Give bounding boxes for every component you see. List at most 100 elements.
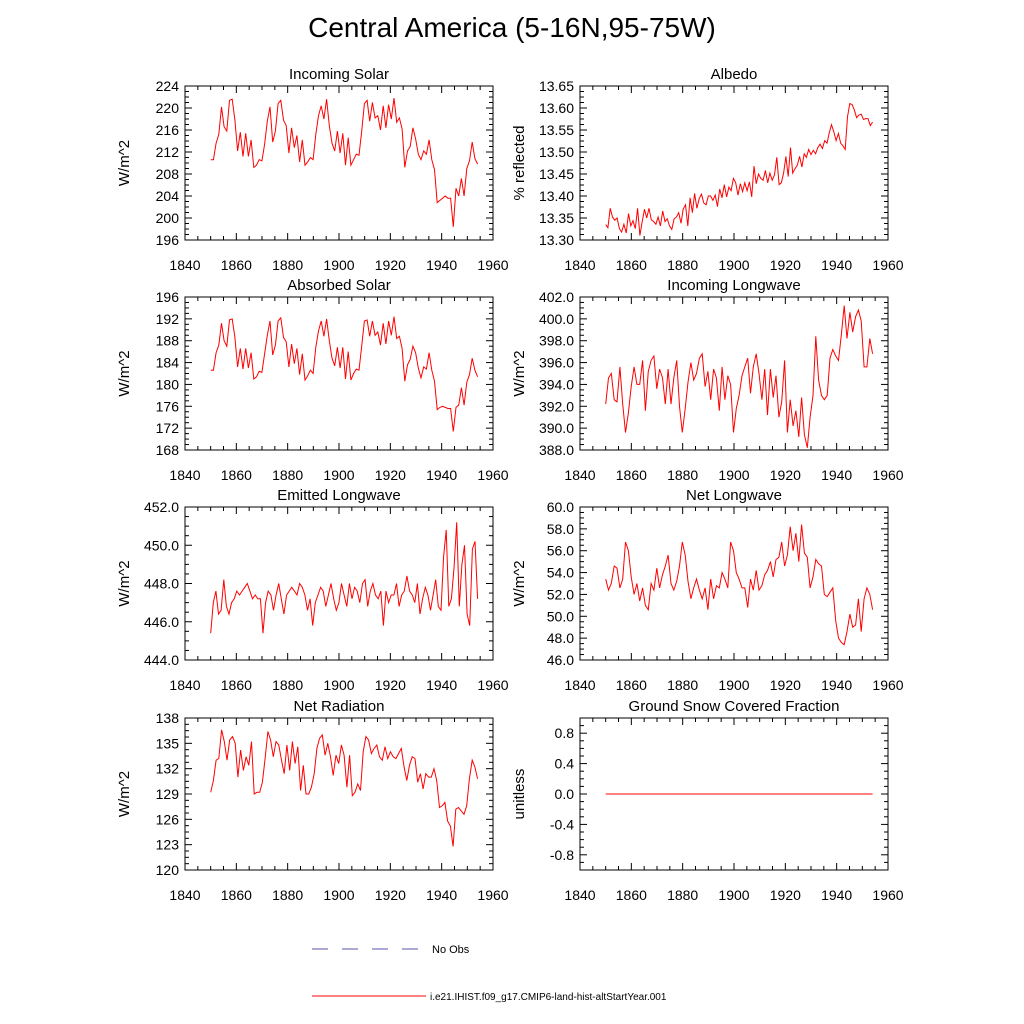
y-tick-label: 184 <box>156 355 180 371</box>
x-tick-label: 1920 <box>375 887 406 903</box>
y-tick-label: 129 <box>156 786 180 802</box>
y-tick-label: 192 <box>156 311 180 327</box>
series-line-net-radiation <box>210 729 479 847</box>
x-tick-label: 1940 <box>821 257 852 273</box>
x-tick-label: 1900 <box>718 887 749 903</box>
y-tick-label: 444.0 <box>144 652 179 668</box>
x-tick-label: 1840 <box>169 467 200 483</box>
y-tick-label: 13.35 <box>539 210 574 226</box>
y-axis-label: W/m^2 <box>116 560 133 606</box>
x-tick-label: 1900 <box>323 257 354 273</box>
panel-incoming-longwave: Incoming Longwave W/m^2 388.0 390.0 392.0 394… <box>511 277 904 483</box>
x-tick-label: 1940 <box>821 677 852 693</box>
x-tick-label: 1900 <box>323 887 354 903</box>
y-tick-label: 172 <box>156 420 180 436</box>
y-tick-label: 400.0 <box>539 311 574 327</box>
y-tick-label: 200 <box>156 210 180 226</box>
panel-title: Emitted Longwave <box>277 487 400 504</box>
x-tick-label: 1940 <box>821 467 852 483</box>
panel-title: Incoming Solar <box>289 66 389 83</box>
y-tick-label: 216 <box>156 122 180 138</box>
x-tick-label: 1960 <box>872 467 903 483</box>
y-tick-label: 180 <box>156 376 180 392</box>
y-tick-label: 196 <box>156 232 180 248</box>
x-tick-label: 1920 <box>770 467 801 483</box>
y-axis-label: W/m^2 <box>116 771 133 817</box>
y-tick-label: 123 <box>156 837 180 853</box>
panel-title: Net Radiation <box>294 698 385 715</box>
x-tick-label: 1900 <box>718 257 749 273</box>
x-tick-label: 1960 <box>872 887 903 903</box>
y-tick-label: 448.0 <box>144 576 179 592</box>
x-tick-label: 1940 <box>426 887 457 903</box>
y-tick-label: 212 <box>156 144 180 160</box>
y-tick-label: 13.55 <box>539 122 574 138</box>
legend-model-label: i.e21.IHIST.f09_g17.CMIP6-land-hist-altS… <box>430 992 667 1003</box>
x-tick-label: 1900 <box>323 677 354 693</box>
x-tick-label: 1900 <box>323 467 354 483</box>
x-tick-label: 1840 <box>169 677 200 693</box>
x-tick-label: 1920 <box>770 257 801 273</box>
x-tick-label: 1920 <box>375 257 406 273</box>
x-tick-label: 1880 <box>272 677 303 693</box>
x-tick-label: 1940 <box>821 887 852 903</box>
y-tick-label: 196 <box>156 289 180 305</box>
y-tick-label: 120 <box>156 862 180 878</box>
y-tick-label: 138 <box>156 710 180 726</box>
x-tick-label: 1900 <box>718 677 749 693</box>
y-tick-label: 176 <box>156 398 180 414</box>
y-tick-label: 135 <box>156 735 180 751</box>
plot-frame <box>184 296 494 451</box>
y-tick-label: 224 <box>156 78 180 94</box>
y-tick-label: 390.0 <box>539 420 574 436</box>
x-tick-label: 1860 <box>616 887 647 903</box>
x-tick-label: 1840 <box>169 257 200 273</box>
y-tick-label: 188 <box>156 333 180 349</box>
x-tick-label: 1860 <box>221 677 252 693</box>
y-tick-label: 52.0 <box>547 586 574 602</box>
y-tick-label: 220 <box>156 100 180 116</box>
panel-title: Absorbed Solar <box>287 277 390 294</box>
y-tick-label: 13.30 <box>539 232 574 248</box>
y-tick-label: 48.0 <box>547 630 574 646</box>
x-tick-label: 1920 <box>770 677 801 693</box>
panel-ground-snow-covered-fraction: Ground Snow Covered Fraction unitless -0.8… <box>511 698 904 903</box>
x-tick-label: 1840 <box>169 887 200 903</box>
y-tick-label: 132 <box>156 761 180 777</box>
x-tick-label: 1860 <box>221 257 252 273</box>
y-tick-label: 402.0 <box>539 289 574 305</box>
x-tick-label: 1840 <box>564 257 595 273</box>
x-tick-label: 1960 <box>477 257 508 273</box>
y-tick-label: 0.8 <box>555 725 575 741</box>
x-tick-label: 1960 <box>872 677 903 693</box>
y-tick-label: 0.0 <box>555 786 575 802</box>
panel-title: Net Longwave <box>686 487 782 504</box>
x-tick-label: 1960 <box>872 257 903 273</box>
y-tick-label: 56.0 <box>547 543 574 559</box>
series-line-incoming-longwave <box>605 305 874 448</box>
panel-title: Ground Snow Covered Fraction <box>629 698 840 715</box>
y-tick-label: 168 <box>156 442 180 458</box>
plot-frame <box>184 717 494 871</box>
y-axis-label: unitless <box>511 769 528 820</box>
y-tick-label: 398.0 <box>539 333 574 349</box>
y-tick-label: 204 <box>156 188 180 204</box>
y-tick-label: 13.65 <box>539 78 574 94</box>
y-tick-label: 208 <box>156 166 180 182</box>
plot-frame <box>579 506 889 661</box>
legend: No Obs i.e21.IHIST.f09_g17.CMIP6-land-hi… <box>312 944 667 1003</box>
plot-frame <box>184 506 494 661</box>
y-tick-label: 450.0 <box>144 537 179 553</box>
series-line-absorbed-solar <box>210 316 479 432</box>
y-axis-label: W/m^2 <box>511 560 528 606</box>
figure-title: Central America (5-16N,95-75W) <box>308 12 716 43</box>
legend-obs-label: No Obs <box>432 944 470 956</box>
x-tick-label: 1960 <box>477 887 508 903</box>
panel-albedo: Albedo % reflected 13.30 13.35 13.40 13.45 13.… <box>511 66 904 273</box>
x-tick-label: 1860 <box>221 467 252 483</box>
y-axis-label: W/m^2 <box>116 350 133 396</box>
x-tick-label: 1840 <box>564 887 595 903</box>
series-line-net-longwave <box>605 524 874 646</box>
y-tick-label: 54.0 <box>547 565 574 581</box>
